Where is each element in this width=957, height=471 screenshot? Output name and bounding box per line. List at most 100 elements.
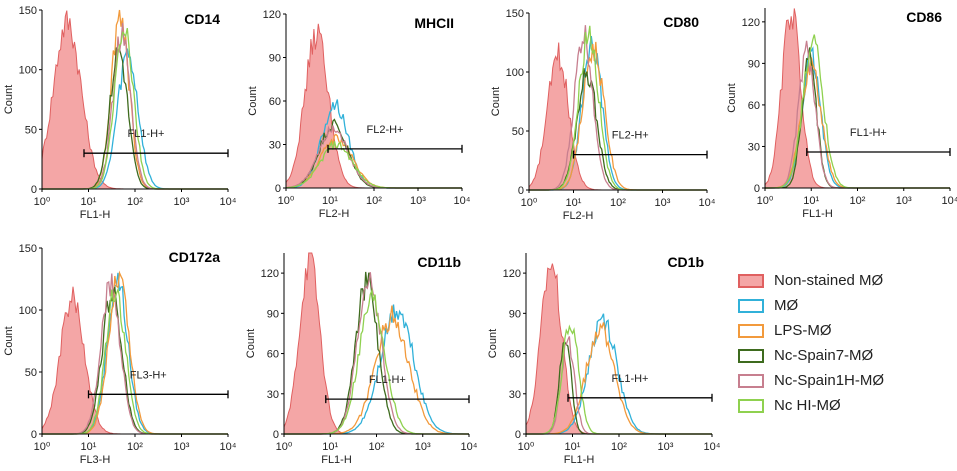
gate-label: FL2-H+ xyxy=(612,130,649,142)
gate-label: FL1-H+ xyxy=(850,127,887,139)
y-axis-label: Count xyxy=(487,329,499,358)
chart-panel-cd172a: 0 50 100 150 10⁰ 10¹ 10² 10³ 10⁴ FL3-H Count CD172a… xyxy=(3,243,237,466)
x-tick-label: 10¹ xyxy=(565,441,581,453)
gate-label: FL1-H+ xyxy=(127,128,164,140)
y-tick-label: 60 xyxy=(509,349,521,361)
y-tick-label: 30 xyxy=(267,389,279,401)
chart-panel-cd86: 0 30 60 90 120 10⁰ 10¹ 10² 10³ 10⁴ FL1-H Count CD86 F… xyxy=(726,8,957,220)
x-tick-label: 10³ xyxy=(410,195,426,207)
gate-label: FL3-H+ xyxy=(130,369,167,381)
x-tick-label: 10⁰ xyxy=(278,195,295,207)
x-axis-label: FL1-H xyxy=(80,209,111,221)
x-tick-label: 10¹ xyxy=(322,195,338,207)
x-tick-label: 10³ xyxy=(655,197,671,209)
x-tick-label: 10⁴ xyxy=(220,441,237,453)
y-tick-label: 30 xyxy=(748,141,760,153)
x-axis-label: FL1-H xyxy=(321,454,352,466)
x-tick-label: 10⁰ xyxy=(521,197,538,209)
y-tick-label: 90 xyxy=(269,53,281,65)
chart-panel-cd14: 0 50 100 150 10⁰ 10¹ 10² 10³ 10⁴ FL1-H Count CD14 FL… xyxy=(3,5,237,221)
histogram-non-stained-m- xyxy=(525,263,712,435)
legend-item: Nc-Spain7-MØ xyxy=(738,343,953,368)
y-tick-label: 0 xyxy=(273,429,279,441)
y-tick-label: 100 xyxy=(506,67,524,79)
y-tick-label: 120 xyxy=(263,9,281,21)
y-axis-label: Count xyxy=(3,85,15,114)
legend-label: Nc-Spain7-MØ xyxy=(774,347,874,364)
y-tick-label: 150 xyxy=(19,243,37,255)
x-tick-label: 10⁰ xyxy=(276,441,293,453)
y-tick-label: 150 xyxy=(19,5,37,17)
legend-swatch xyxy=(738,298,764,313)
x-tick-label: 10⁴ xyxy=(461,441,478,453)
x-tick-label: 10³ xyxy=(415,441,431,453)
x-tick-label: 10² xyxy=(850,195,866,207)
y-tick-label: 0 xyxy=(31,429,37,441)
chart-title: CD172a xyxy=(169,249,221,265)
x-tick-label: 10¹ xyxy=(81,196,97,208)
gate-label: FL1-H+ xyxy=(369,374,406,386)
x-axis-label: FL2-H xyxy=(563,210,594,222)
y-axis-label: Count xyxy=(726,83,738,112)
histogram-non-stained-m- xyxy=(764,8,950,189)
legend: Non-stained MØ MØ LPS-MØ Nc-Spain7-MØ Nc-Spa… xyxy=(738,268,953,418)
y-tick-label: 90 xyxy=(267,308,279,320)
y-axis-label: Count xyxy=(247,86,259,115)
y-tick-label: 100 xyxy=(19,305,37,317)
y-axis-label: Count xyxy=(245,329,257,358)
y-tick-label: 30 xyxy=(269,140,281,152)
legend-label: MØ xyxy=(774,297,799,314)
y-axis-label: Count xyxy=(3,326,15,355)
x-tick-label: 10⁰ xyxy=(34,441,51,453)
x-tick-label: 10⁴ xyxy=(699,197,716,209)
chart-title: CD1b xyxy=(667,254,704,270)
x-tick-label: 10² xyxy=(369,441,385,453)
y-tick-label: 120 xyxy=(503,268,521,280)
y-tick-label: 60 xyxy=(269,96,281,108)
histogram-non-stained-m- xyxy=(528,42,707,191)
x-axis-label: FL3-H xyxy=(80,454,111,466)
y-tick-label: 60 xyxy=(748,100,760,112)
x-tick-label: 10² xyxy=(611,441,627,453)
x-tick-label: 10⁴ xyxy=(942,195,957,207)
chart-title: CD80 xyxy=(663,14,699,30)
legend-label: Non-stained MØ xyxy=(774,272,884,289)
legend-swatch xyxy=(738,348,764,363)
x-tick-label: 10⁴ xyxy=(220,196,237,208)
chart-title: CD11b xyxy=(417,254,461,270)
x-tick-label: 10² xyxy=(610,197,626,209)
x-tick-label: 10² xyxy=(366,195,382,207)
legend-label: Nc-Spain1H-MØ xyxy=(774,372,885,389)
x-axis-label: FL1-H xyxy=(564,454,595,466)
chart-title: CD14 xyxy=(184,11,220,27)
y-tick-label: 150 xyxy=(506,8,524,20)
y-tick-label: 100 xyxy=(19,65,37,77)
x-tick-label: 10² xyxy=(127,441,143,453)
x-tick-label: 10⁰ xyxy=(757,195,774,207)
y-tick-label: 90 xyxy=(509,308,521,320)
legend-item: Non-stained MØ xyxy=(738,268,953,293)
x-tick-label: 10³ xyxy=(174,441,190,453)
x-tick-label: 10¹ xyxy=(322,441,338,453)
histogram-non-stained-m- xyxy=(283,252,469,435)
chart-panel-cd11b: 0 30 60 90 120 10⁰ 10¹ 10² 10³ 10⁴ FL1-H Count CD11b… xyxy=(245,252,478,466)
x-tick-label: 10¹ xyxy=(803,195,819,207)
x-tick-label: 10⁰ xyxy=(34,196,51,208)
y-tick-label: 50 xyxy=(25,367,37,379)
y-tick-label: 120 xyxy=(742,17,760,29)
x-tick-label: 10¹ xyxy=(566,197,582,209)
y-tick-label: 120 xyxy=(261,268,279,280)
x-tick-label: 10⁴ xyxy=(454,195,471,207)
x-tick-label: 10³ xyxy=(896,195,912,207)
x-tick-label: 10⁴ xyxy=(704,441,721,453)
chart-title: MHCII xyxy=(414,15,454,31)
y-tick-label: 0 xyxy=(31,184,37,196)
x-axis-label: FL1-H xyxy=(802,208,833,220)
chart-title: CD86 xyxy=(906,9,942,25)
y-tick-label: 50 xyxy=(512,126,524,138)
y-tick-label: 0 xyxy=(275,183,281,195)
y-tick-label: 30 xyxy=(509,389,521,401)
gate-label: FL2-H+ xyxy=(366,124,403,136)
legend-swatch xyxy=(738,398,764,413)
